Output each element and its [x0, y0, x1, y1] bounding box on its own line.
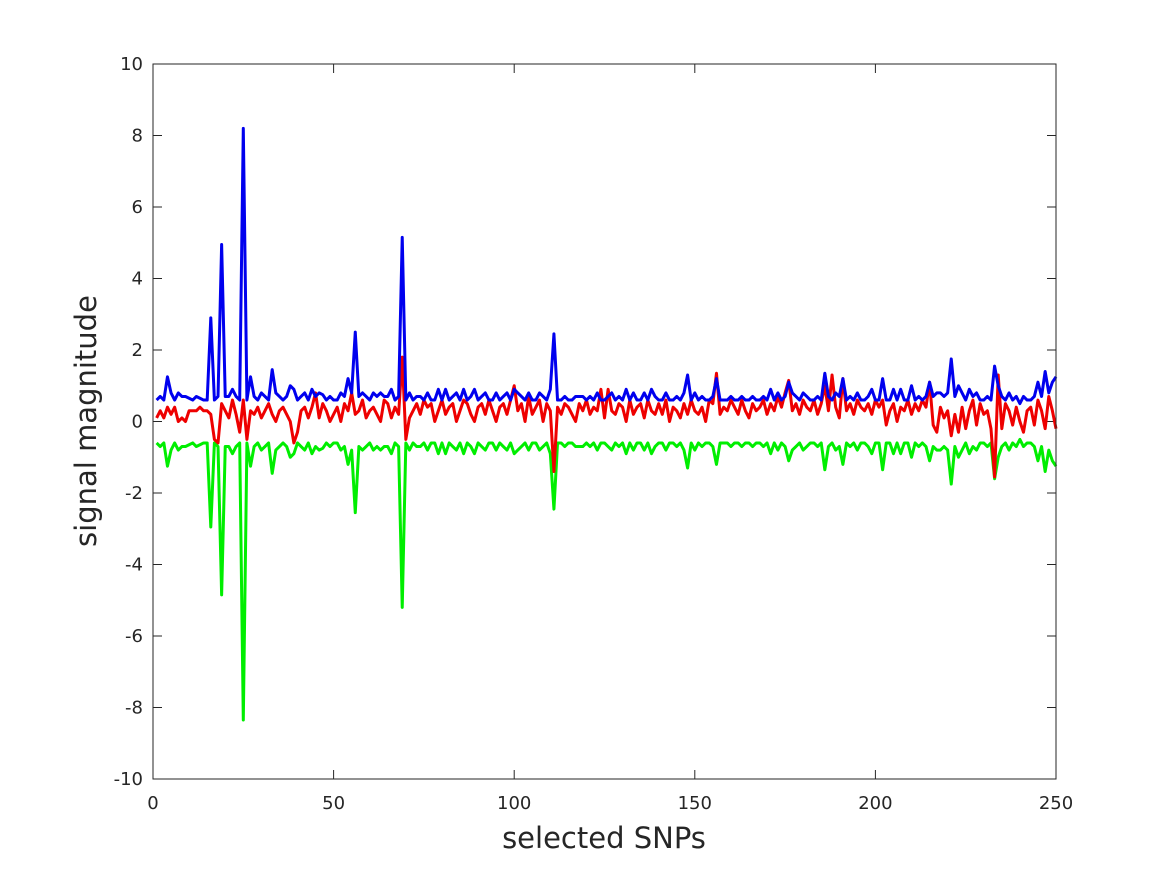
y-tick-label: 6: [132, 197, 143, 218]
series-line: [155, 437, 1058, 722]
y-tick-label: -8: [125, 698, 143, 719]
axes-box: [152, 63, 1057, 780]
y-tick-label: 0: [132, 412, 143, 433]
x-tick-label: 200: [858, 793, 892, 814]
y-tick-label: 4: [132, 269, 143, 290]
x-tick-label: 50: [322, 793, 345, 814]
y-tick-label: -10: [114, 769, 143, 790]
x-tick-label: 0: [147, 793, 158, 814]
x-tick-label: 250: [1039, 793, 1073, 814]
y-tick-label: 2: [132, 340, 143, 361]
x-tick-label: 150: [678, 793, 712, 814]
plot-area: [153, 64, 1056, 779]
series-line: [155, 126, 1058, 406]
x-axis-label: selected SNPs: [502, 821, 706, 855]
y-tick-label: -2: [125, 483, 143, 504]
y-tick-label: -6: [125, 626, 143, 647]
y-tick-label: 8: [132, 126, 143, 147]
x-tick-label: 100: [497, 793, 531, 814]
y-tick-label: -4: [125, 555, 143, 576]
series-line: [155, 355, 1058, 479]
y-tick-label: 10: [120, 54, 143, 75]
y-axis-label: signal magnitude: [69, 295, 103, 547]
